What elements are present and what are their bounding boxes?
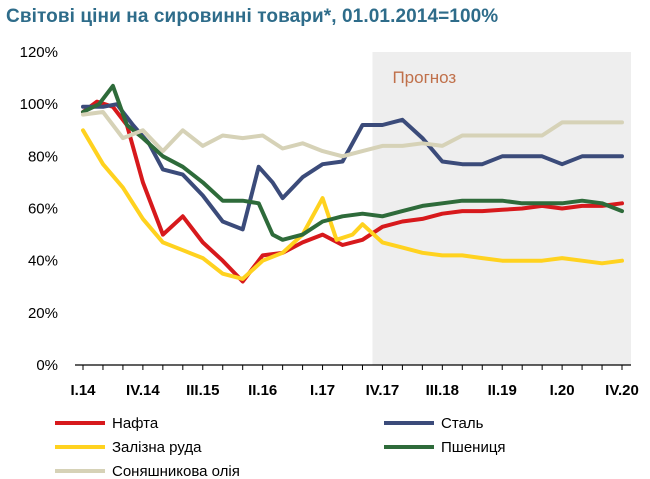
x-tick-label: III.18 <box>426 382 459 399</box>
chart-title: Світові ціни на сировинні товари*, 01.01… <box>6 6 499 27</box>
legend-label: Соняшникова олія <box>112 463 240 479</box>
x-tick-label: I.20 <box>550 382 575 399</box>
x-tick-label: IV.14 <box>126 382 160 399</box>
x-tick-label: IV.20 <box>605 382 639 399</box>
y-tick-label: 20% <box>28 305 58 322</box>
series-line <box>81 110 624 159</box>
series-line <box>81 83 624 242</box>
legend-label: Залізна руда <box>112 439 202 456</box>
legend-label: Пшениця <box>441 439 506 456</box>
x-tick-label: I.14 <box>70 382 96 399</box>
series-line <box>81 102 624 232</box>
legend-label: Нафта <box>112 415 159 432</box>
x-tick-label: IV.17 <box>366 382 400 399</box>
y-tick-label: 120% <box>20 44 58 61</box>
y-tick-label: 80% <box>28 148 58 165</box>
y-tick-label: 60% <box>28 201 58 218</box>
legend-label: Сталь <box>441 415 484 432</box>
x-tick-label: II.19 <box>488 382 517 399</box>
x-tick-label: I.17 <box>310 382 335 399</box>
x-tick-label: II.16 <box>248 382 277 399</box>
y-tick-label: 0% <box>36 357 58 374</box>
forecast-label: Прогноз <box>392 68 456 87</box>
y-tick-label: 40% <box>28 253 58 270</box>
series-line <box>81 128 624 281</box>
series-line <box>81 99 624 284</box>
y-tick-label: 100% <box>20 96 58 113</box>
x-tick-label: III.15 <box>186 382 219 399</box>
